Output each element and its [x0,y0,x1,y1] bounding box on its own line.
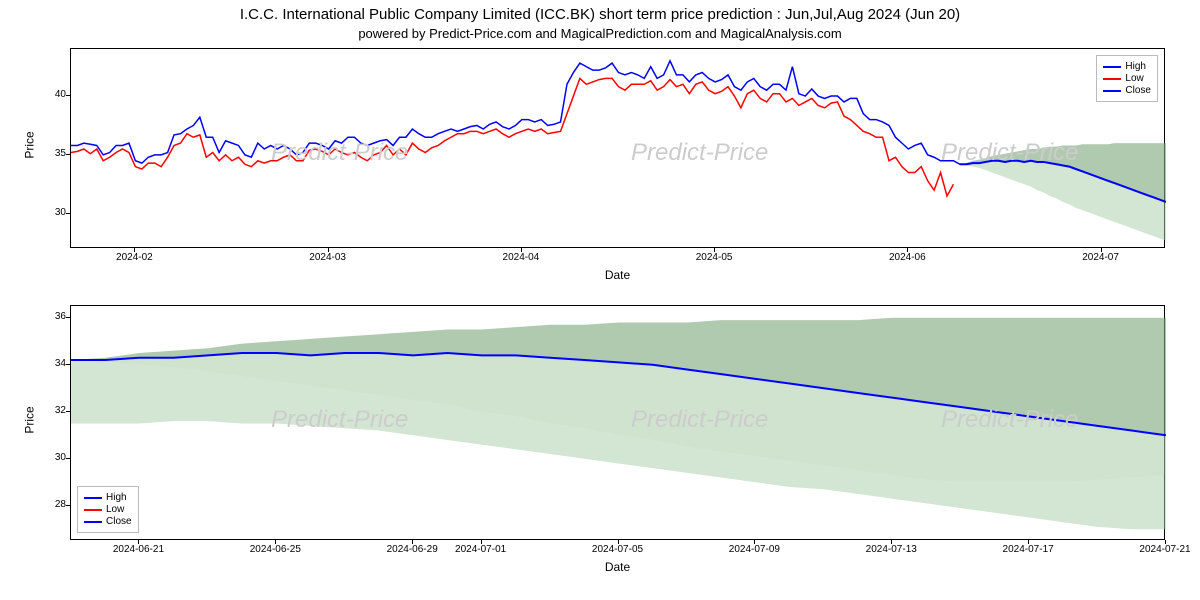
chart-subtitle: powered by Predict-Price.com and Magical… [0,26,1200,41]
y-axis-label-bottom: Price [23,406,37,433]
legend-item: Close [84,516,132,527]
legend-swatch [1103,66,1121,68]
legend-swatch [84,521,102,523]
x-axis-label-bottom: Date [70,560,1165,574]
x-tick-label: 2024-06-29 [374,544,450,555]
y-tick-label: 34 [38,358,66,369]
x-tick-label: 2024-06-21 [100,544,176,555]
y-tick-label: 40 [38,89,66,100]
legend-swatch [84,509,102,511]
x-tick-label: 2024-07-17 [990,544,1066,555]
x-tick-label: 2024-06-25 [237,544,313,555]
y-axis-label-top: Price [23,131,37,158]
legend-label: Close [106,516,132,527]
x-tick-label: 2024-02 [104,252,164,263]
x-tick-label: 2024-07-21 [1127,544,1200,555]
legend-item: High [1103,61,1151,72]
chart-container: I.C.C. International Public Company Limi… [0,0,1200,600]
y-tick-label: 30 [38,207,66,218]
legend-item: High [84,492,132,503]
y-tick-label: 32 [38,405,66,416]
x-tick-label: 2024-07-09 [716,544,792,555]
x-tick-label: 2024-07 [1071,252,1131,263]
chart-title: I.C.C. International Public Company Limi… [0,6,1200,23]
legend-label: Low [106,504,124,515]
chart-panel-top: Predict-Price Predict-Price Predict-Pric… [70,48,1165,248]
chart-panel-bottom: Predict-Price Predict-Price Predict-Pric… [70,305,1165,540]
legend-item: Close [1103,85,1151,96]
legend-item: Low [1103,73,1151,84]
x-tick-label: 2024-07-13 [853,544,929,555]
legend-label: Low [1125,73,1143,84]
chart-svg-top [71,49,1166,249]
x-tick-label: 2024-07-01 [443,544,519,555]
legend-swatch [1103,78,1121,80]
legend-label: High [106,492,127,503]
legend-label: High [1125,61,1146,72]
x-tick-label: 2024-07-05 [580,544,656,555]
chart-legend-top: HighLowClose [1096,55,1158,102]
y-tick-label: 35 [38,148,66,159]
legend-item: Low [84,504,132,515]
chart-legend-bottom: HighLowClose [77,486,139,533]
legend-swatch [84,497,102,499]
x-tick-label: 2024-06 [877,252,937,263]
y-tick-label: 36 [38,311,66,322]
legend-swatch [1103,90,1121,92]
chart-svg-bottom [71,306,1166,541]
x-tick-label: 2024-03 [298,252,358,263]
y-tick-label: 28 [38,499,66,510]
x-axis-label-top: Date [70,268,1165,282]
legend-label: Close [1125,85,1151,96]
x-tick-label: 2024-05 [684,252,744,263]
x-tick-label: 2024-04 [491,252,551,263]
y-tick-label: 30 [38,452,66,463]
